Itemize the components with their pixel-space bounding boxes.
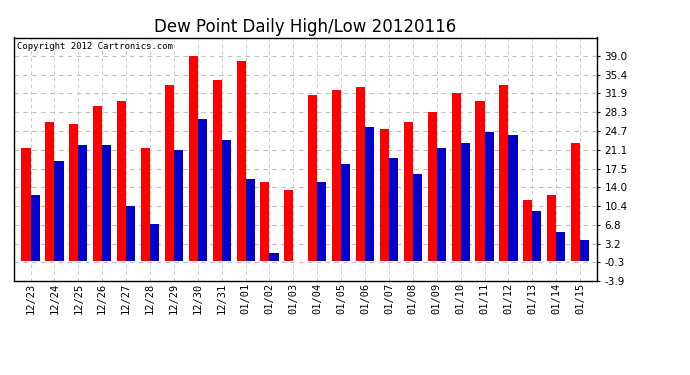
Bar xyxy=(475,100,484,261)
Bar xyxy=(571,142,580,261)
Bar xyxy=(165,85,174,261)
Bar xyxy=(523,200,532,261)
Bar xyxy=(79,145,88,261)
Title: Dew Point Daily High/Low 20120116: Dew Point Daily High/Low 20120116 xyxy=(154,18,457,36)
Bar xyxy=(404,122,413,261)
Bar xyxy=(380,129,389,261)
Bar xyxy=(260,182,270,261)
Bar xyxy=(30,195,39,261)
Bar xyxy=(189,56,198,261)
Bar xyxy=(308,95,317,261)
Bar xyxy=(55,161,63,261)
Bar xyxy=(341,164,351,261)
Bar xyxy=(389,158,398,261)
Bar xyxy=(547,195,556,261)
Bar xyxy=(580,240,589,261)
Bar xyxy=(21,148,30,261)
Bar xyxy=(141,148,150,261)
Bar xyxy=(246,179,255,261)
Bar xyxy=(69,124,79,261)
Bar xyxy=(102,145,111,261)
Bar xyxy=(93,106,102,261)
Bar xyxy=(484,132,493,261)
Bar xyxy=(237,61,246,261)
Bar xyxy=(150,224,159,261)
Bar xyxy=(126,206,135,261)
Bar xyxy=(451,93,461,261)
Bar xyxy=(428,112,437,261)
Bar xyxy=(284,190,293,261)
Bar xyxy=(317,182,326,261)
Bar xyxy=(413,174,422,261)
Bar xyxy=(461,142,470,261)
Bar xyxy=(117,100,126,261)
Bar xyxy=(365,127,374,261)
Bar xyxy=(356,87,365,261)
Bar xyxy=(437,148,446,261)
Bar xyxy=(556,232,565,261)
Bar xyxy=(198,119,207,261)
Bar xyxy=(532,211,542,261)
Text: Copyright 2012 Cartronics.com: Copyright 2012 Cartronics.com xyxy=(17,42,172,51)
Bar xyxy=(213,80,221,261)
Bar xyxy=(500,85,509,261)
Bar xyxy=(270,253,279,261)
Bar xyxy=(46,122,55,261)
Bar xyxy=(509,135,518,261)
Bar xyxy=(221,140,230,261)
Bar xyxy=(174,150,183,261)
Bar xyxy=(332,90,341,261)
